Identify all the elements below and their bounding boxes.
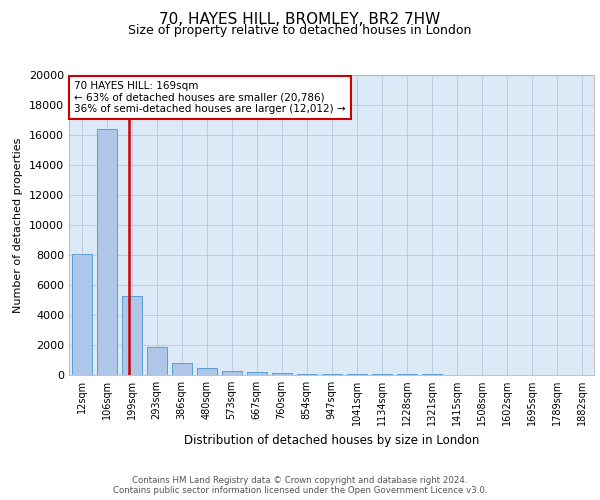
Bar [71, 254, 91, 375]
Bar [296, 374, 317, 375]
Bar [172, 363, 191, 375]
Text: 70, HAYES HILL, BROMLEY, BR2 7HW: 70, HAYES HILL, BROMLEY, BR2 7HW [160, 12, 440, 28]
Bar [421, 374, 442, 375]
Bar [322, 374, 341, 375]
Bar [146, 346, 167, 375]
Bar [347, 374, 367, 375]
Bar [197, 368, 217, 375]
Text: Size of property relative to detached houses in London: Size of property relative to detached ho… [128, 24, 472, 37]
X-axis label: Distribution of detached houses by size in London: Distribution of detached houses by size … [184, 434, 479, 446]
Bar [247, 372, 266, 375]
Text: 70 HAYES HILL: 169sqm
← 63% of detached houses are smaller (20,786)
36% of semi-: 70 HAYES HILL: 169sqm ← 63% of detached … [74, 81, 346, 114]
Bar [397, 374, 416, 375]
Bar [371, 374, 392, 375]
Bar [97, 129, 116, 375]
Y-axis label: Number of detached properties: Number of detached properties [13, 138, 23, 312]
Bar [271, 373, 292, 375]
Text: Contains HM Land Registry data © Crown copyright and database right 2024.
Contai: Contains HM Land Registry data © Crown c… [113, 476, 487, 495]
Bar [121, 296, 142, 375]
Bar [221, 370, 241, 375]
